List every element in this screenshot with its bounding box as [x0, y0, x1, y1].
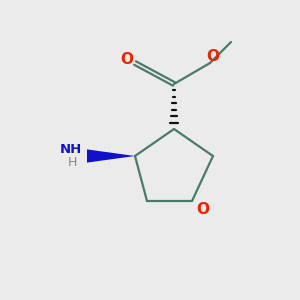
- Polygon shape: [87, 149, 135, 163]
- Text: H: H: [67, 156, 77, 169]
- Text: O: O: [206, 49, 220, 64]
- Text: NH: NH: [59, 143, 82, 156]
- Text: O: O: [196, 202, 209, 217]
- Text: O: O: [120, 52, 133, 68]
